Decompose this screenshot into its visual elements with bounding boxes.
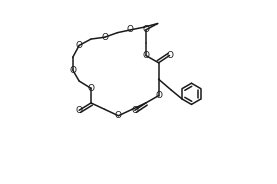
Text: O: O: [69, 66, 76, 75]
Text: O: O: [115, 111, 122, 120]
Text: O: O: [131, 106, 138, 115]
Text: O: O: [76, 41, 83, 50]
Text: O: O: [88, 84, 94, 93]
Text: O: O: [142, 25, 149, 34]
Text: O: O: [155, 91, 162, 100]
Text: O: O: [101, 33, 108, 42]
Text: O: O: [127, 25, 134, 34]
Text: O: O: [166, 51, 173, 60]
Text: O: O: [76, 106, 83, 115]
Text: O: O: [142, 51, 149, 60]
